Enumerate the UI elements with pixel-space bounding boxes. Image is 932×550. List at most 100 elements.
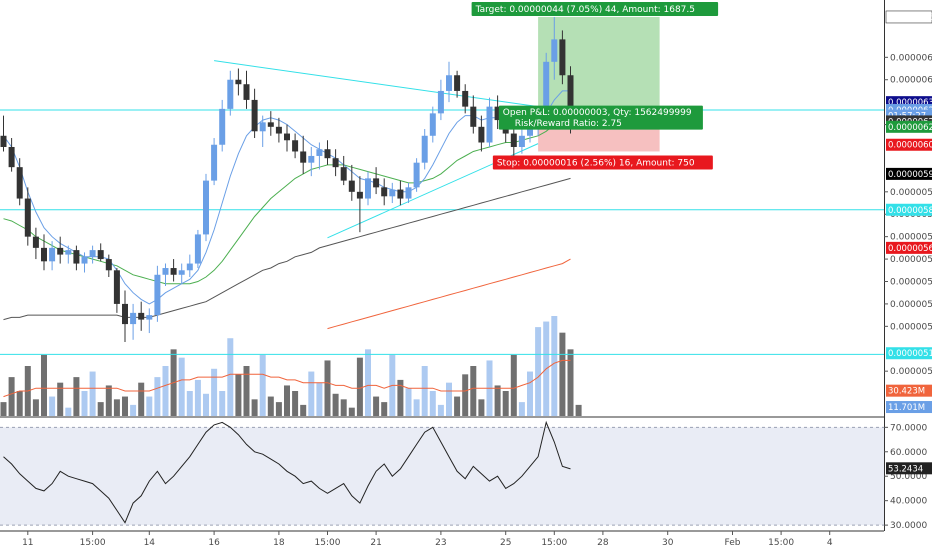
price-tag-label: 0.00000623 [888, 123, 932, 133]
candle-body [397, 189, 404, 199]
candle-body [373, 178, 380, 188]
candle-body [251, 99, 258, 132]
candle-body [454, 75, 461, 91]
candle-body [41, 247, 47, 262]
time-tick-label: 28 [597, 538, 609, 548]
volume-bar [373, 396, 380, 416]
volume-bar [251, 399, 258, 416]
volume-bar [470, 366, 477, 416]
time-tick-label: 15:00 [315, 538, 341, 548]
price-tag-label: 30.423M [888, 387, 925, 397]
candle-body [57, 247, 64, 255]
candle-body [24, 198, 31, 237]
volume-bar [89, 371, 96, 416]
candle-body [146, 315, 153, 320]
candle-body [494, 106, 501, 121]
candle-body [194, 234, 201, 264]
candle-body [308, 155, 315, 163]
ma-red-line [327, 258, 571, 330]
target-zone [538, 16, 660, 116]
time-tick-label: 21 [370, 538, 381, 548]
candle-body [292, 140, 299, 152]
price-tag-label: 0.00000668 [888, 13, 932, 23]
volume-bar [575, 404, 582, 416]
volume-bar [340, 399, 347, 416]
volume-bar [446, 382, 452, 416]
volume-bar [259, 354, 266, 416]
rsi-tick-label: 70.0000 [890, 423, 927, 433]
candle-body [73, 250, 80, 264]
candle-body [81, 256, 88, 264]
candle-body [462, 90, 469, 107]
rsi-band [0, 427, 884, 526]
candle-body [429, 113, 436, 136]
candle-body [470, 106, 477, 127]
volume-bar [8, 377, 15, 416]
price-tag-label: 11.701M [888, 403, 925, 413]
time-tick-label: 15:00 [541, 538, 567, 548]
price-tag-label: 0.00000608 [888, 141, 932, 151]
volume-bar [437, 404, 444, 416]
time-tick-label: 18 [273, 538, 285, 548]
price-tick-label: 0.00000550 [890, 277, 932, 287]
candle-body [527, 126, 533, 136]
volume-bar [292, 391, 299, 416]
ma-green-line [3, 115, 571, 285]
target-label-bg [471, 1, 719, 16]
price-tick-label: 0.00000530 [890, 322, 932, 332]
volume-bar [284, 385, 290, 416]
volume-bar [162, 366, 169, 416]
price-tick-label: 0.00000570 [890, 233, 932, 243]
volume-bar [113, 399, 120, 416]
candle-body [122, 303, 128, 325]
candle-body [356, 191, 363, 199]
price-tag-label: 0.00000518 [888, 349, 932, 359]
volume-bar [32, 399, 39, 416]
candle-body [0, 135, 7, 147]
candle-body [543, 61, 550, 123]
rsi-tick-label: 50.0000 [890, 472, 927, 482]
volume-bar [130, 404, 137, 416]
candle-body [518, 135, 525, 147]
volume-bar [267, 396, 274, 416]
candle-body [138, 312, 145, 320]
candle-body [89, 250, 96, 257]
volume-bar [122, 396, 128, 416]
volume-bar [203, 393, 209, 416]
volume-bar [235, 374, 242, 416]
time-tick-label: 14 [144, 538, 156, 548]
price-tick-label: 0.00000510 [890, 367, 932, 377]
volume-bar [494, 385, 501, 416]
candle-body [413, 162, 420, 188]
rsi-tick-label: 60.0000 [890, 448, 927, 458]
rsi-line [3, 420, 571, 524]
volume-bar [332, 393, 339, 416]
volume-bar [429, 391, 436, 416]
volume-bar [105, 385, 112, 416]
volume-bar [365, 349, 371, 416]
volume-bar [324, 360, 331, 416]
volume-bar [518, 402, 525, 416]
candle-body [510, 133, 517, 147]
candle-body [348, 180, 355, 192]
volume-bar [219, 391, 226, 416]
rsi-current-tag: 53.2434 [888, 464, 923, 474]
volume-bar [275, 402, 282, 416]
time-tick-label: 23 [435, 538, 446, 548]
candle-body [275, 126, 282, 134]
volume-bar [559, 332, 566, 416]
volume-bar [154, 377, 161, 416]
volume-bar [551, 316, 558, 416]
volume-bar [41, 354, 47, 416]
candle-body [324, 149, 331, 159]
candle-body [284, 133, 290, 141]
volume-bar [356, 357, 363, 416]
candle-body [437, 90, 444, 114]
candle-body [340, 167, 347, 181]
price-tag-label: 0.00000582 [888, 206, 932, 216]
candle-body [316, 149, 323, 156]
time-tick-label: 15:00 [80, 538, 106, 548]
